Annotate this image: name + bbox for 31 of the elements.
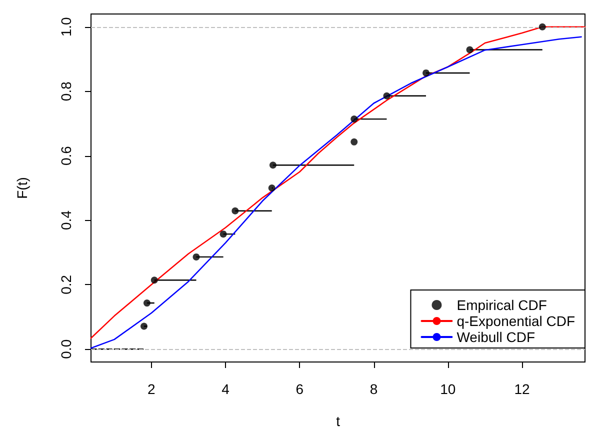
point bbox=[350, 138, 358, 146]
y-tick-label: 0.2 bbox=[58, 274, 74, 294]
y-axis-title: F(t) bbox=[14, 177, 30, 199]
point bbox=[220, 230, 227, 238]
point bbox=[192, 253, 200, 260]
x-tick-label: 2 bbox=[148, 381, 156, 397]
point bbox=[269, 162, 276, 169]
legend-label: q-Exponential CDF bbox=[456, 313, 576, 329]
point bbox=[350, 116, 358, 123]
x-tick-label: 6 bbox=[296, 381, 304, 397]
x-axis-title: t bbox=[336, 413, 340, 429]
x-tick-label: 4 bbox=[222, 381, 230, 397]
x-tick-label: 8 bbox=[370, 381, 378, 397]
point bbox=[140, 322, 148, 330]
legend-label: Empirical CDF bbox=[456, 297, 547, 313]
point bbox=[422, 69, 430, 76]
y-tick-label: 0.6 bbox=[58, 146, 74, 166]
x-tick-label: 10 bbox=[440, 381, 456, 397]
legend-label: Weibull CDF bbox=[456, 329, 536, 345]
point bbox=[150, 276, 158, 284]
y-tick-label: 0.0 bbox=[58, 339, 74, 359]
point bbox=[143, 300, 150, 307]
x-tick-label: 12 bbox=[514, 381, 530, 397]
y-tick-label: 0.4 bbox=[58, 210, 74, 230]
y-tick-label: 0.8 bbox=[58, 81, 74, 102]
point bbox=[383, 92, 390, 100]
point bbox=[538, 23, 546, 30]
y-tick-label: 1.0 bbox=[58, 16, 74, 37]
point bbox=[232, 207, 239, 214]
point bbox=[268, 184, 276, 192]
point bbox=[466, 46, 474, 54]
